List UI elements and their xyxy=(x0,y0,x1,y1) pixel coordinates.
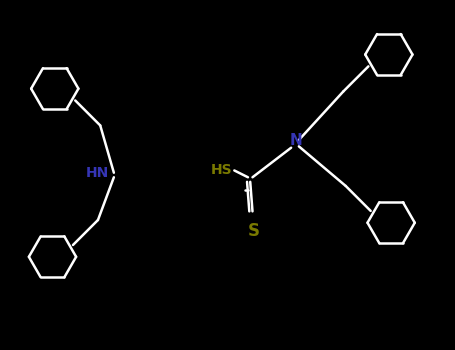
Text: S: S xyxy=(248,222,260,240)
Text: HN: HN xyxy=(86,166,109,180)
Text: N: N xyxy=(289,133,302,148)
Text: HS: HS xyxy=(210,163,232,177)
